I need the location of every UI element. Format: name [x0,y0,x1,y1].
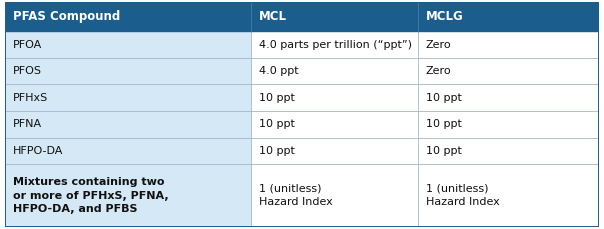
Text: Zero: Zero [426,40,451,50]
Text: PFAS Compound: PFAS Compound [13,10,120,23]
Bar [251,85,418,111]
Bar [251,111,418,138]
Text: MCLG: MCLG [426,10,463,23]
Bar [418,31,599,58]
Text: MCL: MCL [259,10,288,23]
Bar [251,138,418,164]
Text: 1 (unitless)
Hazard Index: 1 (unitless) Hazard Index [259,184,333,207]
Text: 10 ppt: 10 ppt [259,93,295,103]
Bar [5,111,251,138]
Bar [418,111,599,138]
Text: 10 ppt: 10 ppt [259,146,295,156]
Text: PFHxS: PFHxS [13,93,48,103]
Bar [418,164,599,227]
Text: HFPO-DA: HFPO-DA [13,146,63,156]
Text: 10 ppt: 10 ppt [426,93,461,103]
Text: 10 ppt: 10 ppt [259,119,295,129]
Text: Zero: Zero [426,66,451,76]
Bar [5,31,251,58]
Text: 1 (unitless)
Hazard Index: 1 (unitless) Hazard Index [426,184,500,207]
Text: PFNA: PFNA [13,119,42,129]
Bar [5,164,251,227]
Text: Mixtures containing two
or more of PFHxS, PFNA,
HFPO-DA, and PFBS: Mixtures containing two or more of PFHxS… [13,177,168,214]
Bar [251,58,418,85]
Bar [5,58,251,85]
Bar [5,138,251,164]
Text: 4.0 ppt: 4.0 ppt [259,66,299,76]
Text: PFOA: PFOA [13,40,42,50]
Text: PFOS: PFOS [13,66,42,76]
Text: 10 ppt: 10 ppt [426,146,461,156]
Bar [251,164,418,227]
Text: 10 ppt: 10 ppt [426,119,461,129]
Bar [5,2,599,31]
Bar [251,31,418,58]
Text: 4.0 parts per trillion (“ppt”): 4.0 parts per trillion (“ppt”) [259,40,412,50]
Bar [418,58,599,85]
Bar [5,85,251,111]
Bar [418,138,599,164]
Bar [418,85,599,111]
